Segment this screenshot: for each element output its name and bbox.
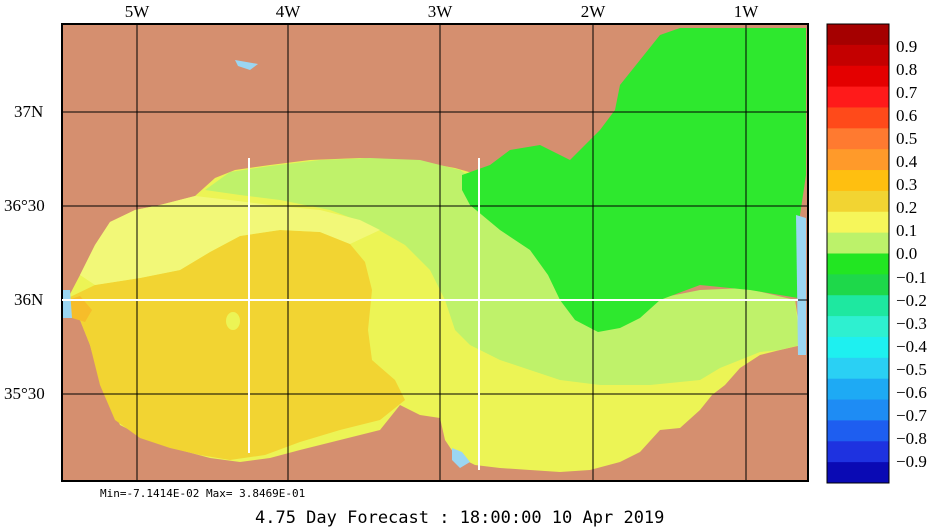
colorbar-swatch: [827, 253, 889, 275]
sea-deep-yellow-zone: [68, 230, 405, 460]
colorbar-swatch: [827, 274, 889, 296]
colorbar-label: 0.6: [896, 106, 918, 126]
colorbar-label: 0.9: [896, 37, 918, 56]
sea-orange-patch: [68, 296, 92, 322]
map-frame: [61, 23, 809, 482]
colorbar-label: −0.9: [896, 451, 927, 471]
colorbar-swatch: [827, 128, 889, 150]
colorbar-label: −0.6: [896, 382, 927, 402]
colorbar-swatch: [827, 232, 889, 254]
colorbar-label: −0.1: [896, 267, 927, 287]
colorbar-swatch: [827, 336, 889, 359]
colorbar-swatch: [827, 65, 889, 88]
colorbar-swatch: [827, 441, 889, 463]
sea-green-zone: [462, 28, 806, 332]
colorbar-label: 0.4: [896, 152, 918, 172]
lon-tick-label: 5W: [124, 2, 150, 21]
lat-tick-label: 36N: [14, 290, 44, 309]
colorbar-swatch: [827, 399, 889, 421]
island-patch: [226, 312, 240, 330]
colorbar-label: 0.5: [896, 129, 918, 149]
colorbar-label: −0.7: [896, 405, 927, 425]
colorbar-swatch: [827, 149, 889, 171]
colorbar-label: −0.5: [896, 359, 927, 379]
lat-tick-label: 37N: [14, 102, 44, 121]
colorbar-label: 0.1: [896, 221, 918, 241]
colorbar-label: 0.3: [896, 175, 918, 195]
colorbar-label: −0.3: [896, 313, 927, 333]
colorbar-swatch: [827, 24, 889, 46]
forecast-caption: 4.75 Day Forecast : 18:00:00 10 Apr 2019: [255, 508, 665, 528]
colorbar-swatch: [827, 295, 889, 317]
graticule: [62, 24, 808, 481]
colorbar-label: 0.0: [896, 244, 918, 264]
stats-text: Min=-7.1414E-02 Max= 3.8469E-01: [100, 487, 306, 500]
transect-lines: [62, 158, 798, 470]
colorbar-label: 0.7: [896, 83, 918, 103]
colorbar-label: −0.4: [896, 336, 927, 356]
colorbar-label: 0.2: [896, 198, 918, 218]
colorbar-label: −0.8: [896, 428, 927, 448]
colorbar-label: 0.8: [896, 60, 918, 80]
colorbar-swatch: [827, 44, 889, 67]
colorbar-swatch: [827, 107, 889, 129]
sea-pale-yellow-zone: [80, 196, 380, 285]
lon-tick-label: 2W: [580, 2, 606, 21]
colorbar-swatch: [827, 357, 889, 380]
colorbar-frame: [826, 23, 890, 484]
lake-patch: [62, 290, 72, 318]
colorbar-swatch: [827, 462, 889, 484]
sea-yellow-green-zone: [205, 158, 800, 385]
colorbar-swatch: [827, 420, 889, 442]
lat-tick-label: 35°30: [4, 384, 45, 403]
colorbar-swatch: [827, 316, 889, 338]
lake-patch: [796, 215, 806, 355]
lon-tick-label: 1W: [733, 2, 759, 21]
colorbar-label: −0.2: [896, 290, 927, 310]
lon-tick-label: 4W: [275, 2, 301, 21]
colorbar-swatch: [827, 378, 889, 401]
colorbar-swatch: [827, 170, 889, 192]
colorbar: [827, 24, 889, 484]
lon-tick-label: 3W: [427, 2, 453, 21]
lake-patch: [452, 448, 470, 468]
lake-patch: [235, 60, 258, 70]
colorbar-swatch: [827, 190, 889, 213]
lat-tick-label: 36°30: [4, 196, 45, 215]
colorbar-swatch: [827, 211, 889, 234]
colorbar-swatch: [827, 86, 889, 108]
